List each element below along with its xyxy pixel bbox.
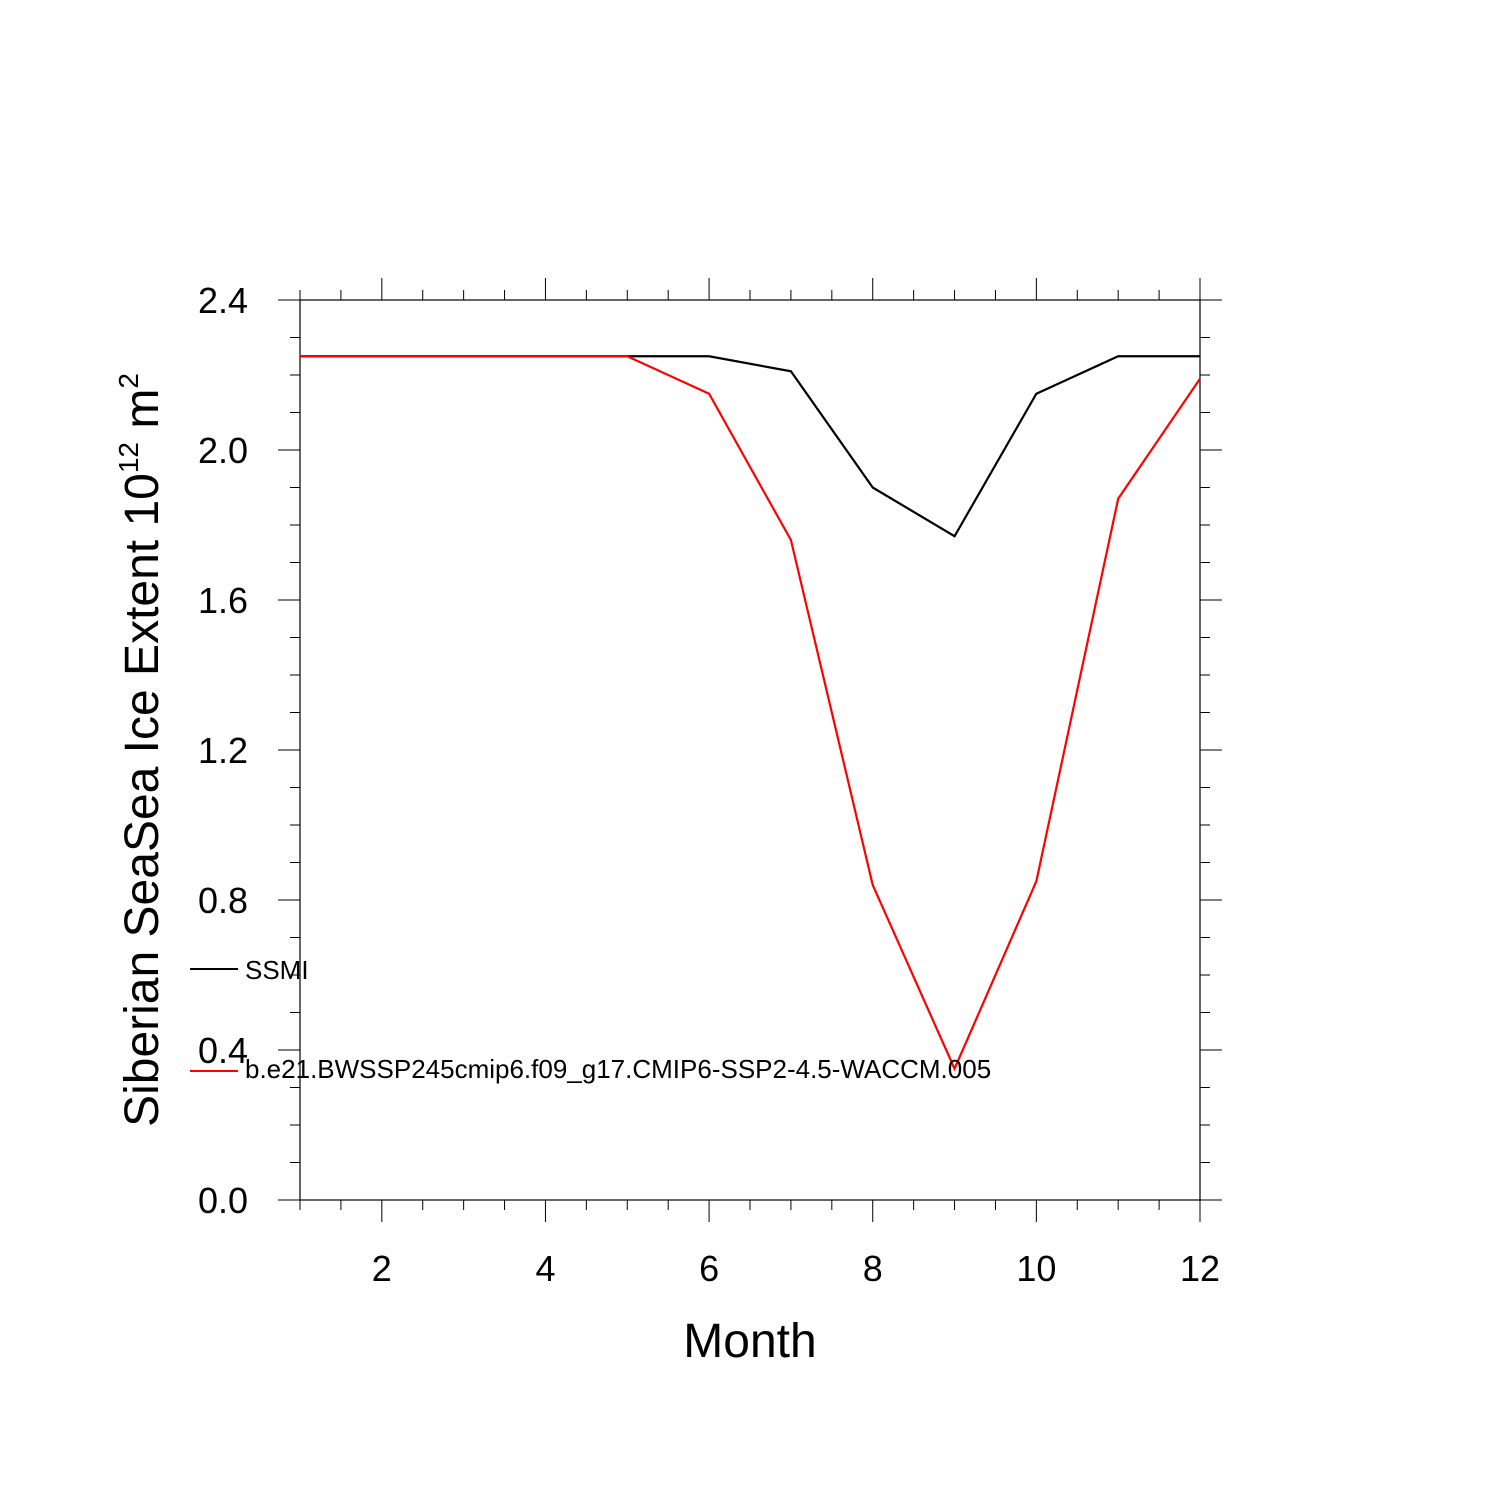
x-tick-label: 10	[1016, 1248, 1056, 1289]
y-tick-label: 1.2	[198, 730, 248, 771]
y-tick-label: 1.6	[198, 580, 248, 621]
y-tick-labels: 0.0 0.4 0.8 1.2 1.6 2.0 2.4	[198, 280, 248, 1221]
legend-label-waccm: b.e21.BWSSP245cmip6.f09_g17.CMIP6-SSP2-4…	[245, 1054, 991, 1084]
y-tick-label: 2.0	[198, 430, 248, 471]
series-lines	[300, 355, 1201, 1072]
x-tick-label: 6	[699, 1248, 719, 1289]
x-tick-label: 8	[863, 1248, 883, 1289]
legend-label-ssmi: SSMI	[245, 955, 309, 985]
y-tick-label: 0.0	[198, 1180, 248, 1221]
series-line-0	[300, 355, 1200, 538]
series-line-1	[300, 355, 1201, 1072]
x-tick-labels: 2 4 6 8 10 12	[372, 1248, 1220, 1289]
axis-ticks	[278, 278, 1222, 1222]
y-tick-label: 0.4	[198, 1030, 248, 1071]
y-axis-title-unit: m	[116, 389, 169, 442]
y-axis-title-unit-exponent: 2	[113, 373, 144, 389]
y-axis-title-exponent: 12	[113, 442, 144, 473]
x-tick-label: 4	[535, 1248, 555, 1289]
y-axis-title-main: Siberian SeaSea Ice Extent 10	[116, 473, 169, 1127]
x-axis-title: Month	[683, 1315, 816, 1368]
x-tick-label: 2	[372, 1248, 392, 1289]
y-axis-title: Siberian SeaSea Ice Extent 1012 m2	[113, 373, 169, 1127]
y-tick-label: 0.8	[198, 880, 248, 921]
y-tick-label: 2.4	[198, 280, 248, 321]
legend: SSMI b.e21.BWSSP245cmip6.f09_g17.CMIP6-S…	[190, 955, 991, 1084]
x-tick-label: 12	[1180, 1248, 1220, 1289]
